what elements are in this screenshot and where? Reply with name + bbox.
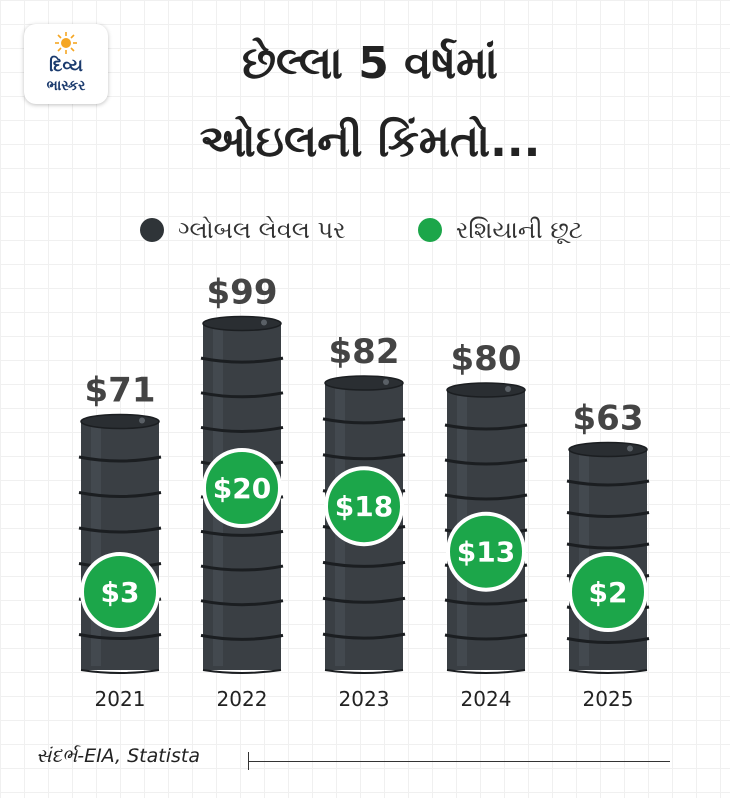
source-note: સંદર્ભ-EIA, Statista — [36, 745, 200, 767]
barrel-cap-2023 — [383, 379, 389, 385]
chart-title-line2: ઓઇલની કિંમતો... — [199, 116, 541, 167]
logo-text-line2: ભાસ્કર — [46, 78, 86, 94]
barrel-ring-2025-6 — [566, 637, 650, 644]
legend-item-global: ગ્લોબલ લેવલ પર — [140, 212, 346, 248]
global-price-label-2022: $99 — [207, 273, 278, 313]
discount-label-2021: $3 — [101, 576, 140, 609]
legend-label-russia: રશિયાની છૂટ — [456, 216, 583, 244]
legend-item-russia: રશિયાની છૂટ — [418, 212, 583, 248]
x-tick-label-2025: 2025 — [583, 687, 634, 711]
barrel-ring-2024-2 — [444, 458, 528, 466]
barrel-lid-2021 — [80, 413, 160, 430]
global-price-label-2025: $63 — [573, 399, 644, 439]
barrel-base-2025 — [568, 669, 648, 674]
barrel-base-2024 — [446, 669, 526, 674]
barrel-cap-2022 — [261, 319, 267, 326]
barrel-lid-2024 — [446, 382, 526, 398]
barrel-ring-2024-1 — [444, 423, 528, 431]
barrel-ring-2022-6 — [200, 529, 284, 537]
barrel-cap-2021 — [139, 417, 145, 424]
x-tick-label-2024: 2024 — [461, 687, 512, 711]
discount-label-2024: $13 — [457, 536, 515, 569]
global-price-label-2023: $82 — [329, 332, 400, 372]
chart-title-line1: છેલ્લા 5 વર્ષમાં — [241, 38, 499, 89]
barrel-ring-2021-3 — [78, 526, 162, 534]
discount-label-2025: $2 — [589, 576, 628, 609]
barrel-cap-2025 — [627, 445, 633, 452]
global-price-label-2024: $80 — [451, 339, 522, 379]
legend-dot-global — [140, 218, 164, 242]
discount-marker-2021 — [80, 552, 160, 632]
x-tick-label-2021: 2021 — [95, 687, 146, 711]
barrel-base-2021 — [80, 669, 160, 674]
x-tick-label-2023: 2023 — [339, 687, 390, 711]
discount-marker-2023 — [324, 466, 404, 547]
source-divider-line — [248, 761, 670, 762]
discount-label-2023: $18 — [335, 490, 393, 523]
barrel-ring-2024-3 — [444, 493, 528, 501]
barrel-ring-2022-3 — [200, 425, 284, 433]
discount-label-2022: $20 — [213, 472, 271, 505]
barrel-ring-2025-3 — [566, 542, 650, 550]
barrel-ring-2022-1 — [200, 356, 284, 364]
barrel-ring-2024-7 — [444, 633, 528, 641]
barrel-ring-2023-6 — [322, 596, 406, 604]
barrel-ring-2022-2 — [200, 391, 284, 399]
logo-text-line1: દિવ્ય — [49, 56, 83, 76]
barrel-ring-2022-8 — [200, 599, 284, 607]
barrel-lid-2022 — [202, 315, 282, 332]
barrel-ring-2021-1 — [78, 455, 162, 463]
barrel-ring-2023-7 — [322, 632, 406, 640]
barrel-highlight-2025 — [579, 453, 589, 666]
global-price-label-2021: $71 — [85, 371, 156, 411]
barrel-ring-2022-9 — [200, 633, 284, 641]
discount-marker-2024 — [446, 511, 526, 592]
brand-logo: દિવ્ય ભાસ્કર — [24, 24, 108, 104]
barrel-ring-2023-2 — [322, 453, 406, 461]
legend-label-global: ગ્લોબલ લેવલ પર — [178, 216, 346, 244]
barrel-lid-2025 — [568, 441, 648, 458]
barrel-ring-2023-5 — [322, 560, 406, 568]
barrel-base-2023 — [324, 669, 404, 674]
discount-marker-2022 — [202, 448, 282, 528]
barrel-lid-2023 — [324, 375, 404, 391]
legend-dot-russia — [418, 218, 442, 242]
x-tick-label-2022: 2022 — [217, 687, 268, 711]
barrel-base-2022 — [202, 669, 282, 674]
barrel-ring-2024-6 — [444, 598, 528, 606]
barrel-ring-2021-2 — [78, 491, 162, 498]
discount-marker-2025 — [568, 552, 648, 632]
barrel-highlight-2021 — [91, 425, 101, 666]
barrel-ring-2022-7 — [200, 564, 284, 572]
barrel-ring-2025-2 — [566, 511, 650, 518]
barrel-cap-2024 — [505, 386, 511, 392]
barrel-ring-2025-1 — [566, 479, 650, 487]
barrel-ring-2023-1 — [322, 417, 406, 425]
barrel-ring-2021-6 — [78, 633, 162, 640]
sun-icon — [55, 32, 77, 54]
